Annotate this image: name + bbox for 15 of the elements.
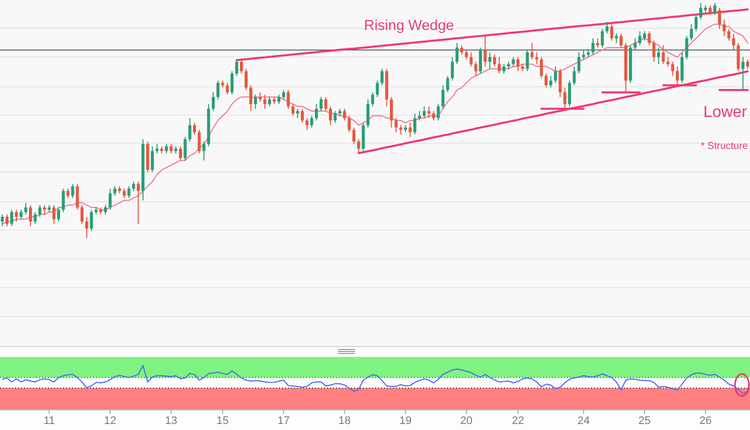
x-tick-label: 11	[44, 414, 55, 427]
annotation: Lower	[703, 104, 748, 120]
x-tick-label: 24	[577, 414, 590, 427]
x-tick-label: 25	[638, 414, 651, 427]
x-tick-label: 20	[460, 414, 473, 427]
x-tick-label: 15	[216, 414, 229, 427]
x-tick-label: 13	[164, 414, 178, 427]
x-tick-label: 18	[338, 414, 351, 427]
annotation: Rising Wedge	[364, 18, 454, 34]
x-tick-label: 26	[699, 414, 712, 427]
x-tick-label: 12	[104, 414, 116, 427]
x-tick-label: 22	[512, 414, 524, 427]
x-tick-label: 19	[399, 414, 412, 427]
x-tick-label: 17	[277, 414, 290, 427]
annotation: * Structure	[700, 140, 748, 152]
